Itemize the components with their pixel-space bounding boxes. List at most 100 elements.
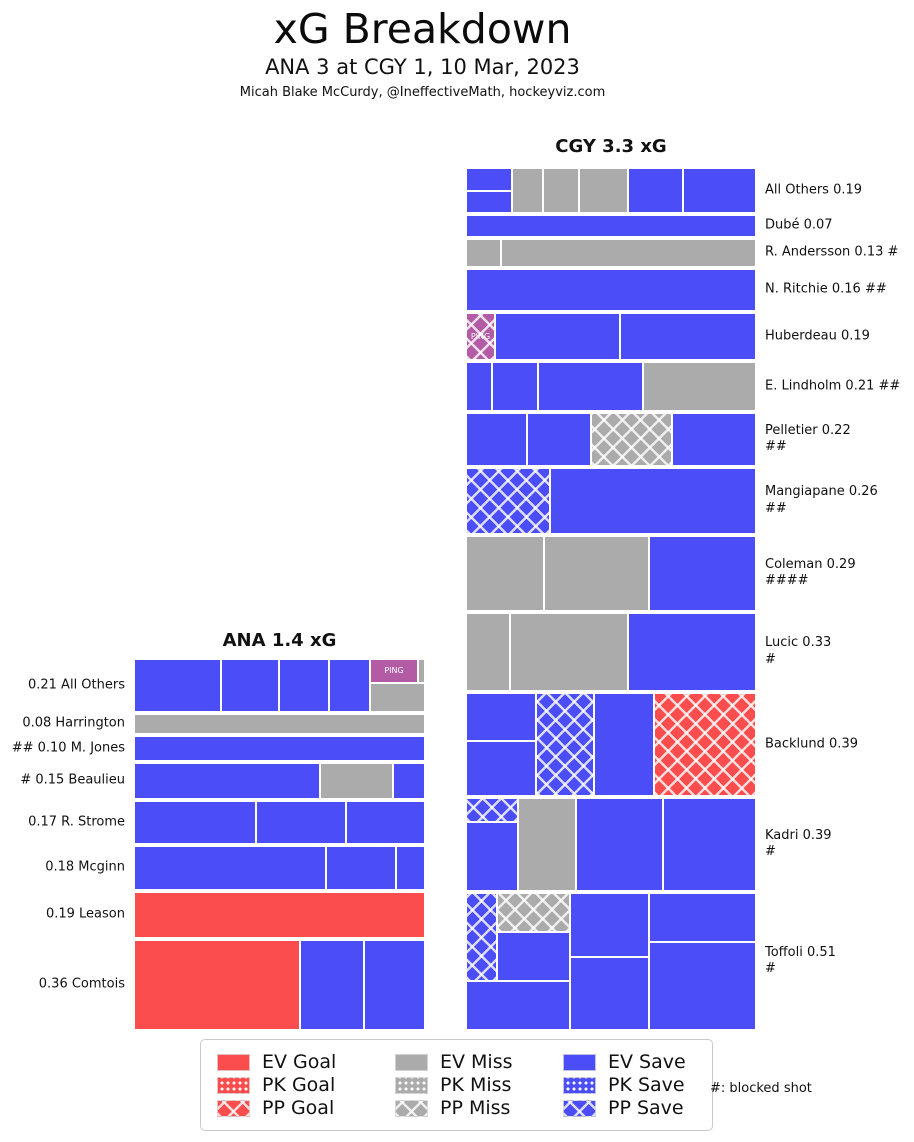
shot-cell-save bbox=[570, 957, 649, 1030]
row-cells bbox=[466, 693, 756, 796]
legend-label: PP Goal bbox=[262, 1097, 335, 1119]
shot-cell-save-cross bbox=[466, 798, 519, 823]
ana-player-row: 0.19 Leason bbox=[46, 892, 425, 938]
shot-cell-miss bbox=[509, 613, 629, 691]
row-cells bbox=[466, 893, 756, 1030]
shot-cell-save bbox=[466, 190, 512, 213]
shot-cell-miss bbox=[134, 714, 425, 734]
shot-cell-save bbox=[466, 269, 756, 311]
row-cells bbox=[466, 798, 756, 891]
shot-cell-save bbox=[466, 362, 493, 411]
player-label: Backlund 0.39 bbox=[765, 736, 858, 753]
shot-cell-save bbox=[134, 763, 321, 799]
shot-cell-save bbox=[550, 468, 756, 534]
legend-label: PK Miss bbox=[440, 1074, 512, 1096]
player-label: 0.36 Comtois bbox=[39, 977, 125, 994]
player-label: Pelletier 0.22 ## bbox=[765, 423, 851, 457]
legend-label: PP Miss bbox=[440, 1097, 511, 1119]
player-label: All Others 0.19 bbox=[765, 182, 862, 199]
player-label-line1: 0.21 All Others bbox=[27, 677, 125, 693]
legend-box: EV Goal EV Miss EV Save PK Goal PK Miss PK Sa… bbox=[200, 1039, 713, 1131]
shot-cell-miss-cross bbox=[497, 893, 571, 933]
legend-swatch-save-cross bbox=[563, 1099, 596, 1117]
shot-cell-miss bbox=[466, 239, 501, 267]
cgy-player-row: Pelletier 0.22 ## bbox=[466, 413, 851, 466]
cgy-treemap-chart: All Others 0.19 Dubé 0.07 R. Andersson 0.1… bbox=[466, 168, 900, 1032]
shot-cell-miss bbox=[466, 613, 510, 691]
player-label-line2: #### bbox=[765, 573, 809, 589]
shot-cell-save bbox=[538, 362, 643, 411]
player-label-line1: Coleman 0.29 bbox=[765, 556, 856, 572]
shot-cell-ping-cross: PING bbox=[466, 313, 495, 360]
shot-cell-save bbox=[346, 801, 425, 844]
shot-cell-save bbox=[466, 980, 571, 1030]
ana-chart-title: ANA 1.4 xG bbox=[222, 630, 337, 651]
legend-label: EV Goal bbox=[262, 1051, 337, 1073]
player-label: Dubé 0.07 bbox=[765, 218, 833, 235]
ping-label: PING bbox=[470, 332, 491, 341]
player-label: Kadri 0.39 # bbox=[765, 828, 832, 862]
legend-swatch-miss-dots bbox=[395, 1076, 428, 1094]
row-cells bbox=[134, 846, 425, 890]
player-label-line1: Huberdeau 0.19 bbox=[765, 328, 870, 344]
ana-player-row: PING 0.21 All Others bbox=[28, 659, 425, 712]
shot-cell-save bbox=[326, 846, 396, 890]
legend-label: EV Miss bbox=[440, 1051, 513, 1073]
shot-cell-save bbox=[648, 536, 756, 611]
cgy-player-row: E. Lindholm 0.21 ## bbox=[466, 362, 900, 411]
player-label-line1: R. Andersson 0.13 # bbox=[765, 244, 899, 260]
credit-line: Micah Blake McCurdy, @IneffectiveMath, h… bbox=[239, 85, 606, 101]
shot-cell-save bbox=[279, 659, 329, 712]
cgy-player-row: Toffoli 0.51 # bbox=[466, 893, 836, 1030]
shot-cell-save bbox=[648, 893, 756, 943]
cgy-player-row: N. Ritchie 0.16 ## bbox=[466, 269, 887, 311]
shot-cell-miss bbox=[642, 362, 756, 411]
shot-cell-save bbox=[466, 168, 512, 191]
legend-swatch-goal-cross bbox=[217, 1099, 250, 1117]
player-label: Lucic 0.33 # bbox=[765, 635, 831, 669]
shot-cell-save bbox=[593, 693, 655, 796]
shot-cell-save bbox=[570, 893, 649, 958]
row-cells bbox=[466, 468, 756, 534]
cell-group bbox=[497, 893, 571, 981]
player-label-line1: N. Ritchie 0.16 ## bbox=[765, 281, 887, 297]
cell-group bbox=[466, 893, 571, 1030]
row-cells bbox=[466, 239, 756, 267]
shot-cell-goal bbox=[134, 892, 425, 938]
legend-item-pk-save: PK Save bbox=[563, 1074, 698, 1096]
player-label: Huberdeau 0.19 bbox=[765, 328, 870, 345]
shot-cell-save bbox=[134, 801, 257, 844]
shot-cell-save-cross bbox=[535, 693, 594, 796]
row-cells bbox=[134, 736, 425, 761]
shot-cell-save bbox=[619, 313, 756, 360]
shot-cell-save bbox=[682, 168, 756, 213]
legend-swatch-save bbox=[563, 1053, 596, 1071]
player-label: 0.18 Mcginn bbox=[45, 860, 125, 877]
figure-title: xG Breakdown bbox=[273, 5, 572, 53]
shot-cell-goal-cross bbox=[654, 693, 756, 796]
player-label-line1: 0.36 Comtois bbox=[38, 976, 125, 992]
player-label: 0.21 All Others bbox=[28, 677, 125, 694]
blocked-shot-note: #: blocked shot bbox=[710, 1081, 812, 1096]
player-label-line2: ## bbox=[765, 439, 787, 455]
shot-cell-save bbox=[648, 942, 756, 1030]
shot-cell-save bbox=[492, 362, 539, 411]
legend-swatch-miss-cross bbox=[395, 1099, 428, 1117]
figure-header: xG Breakdown ANA 3 at CGY 1, 10 Mar, 202… bbox=[0, 5, 845, 101]
player-label-line2: # bbox=[765, 844, 776, 860]
shot-cell-save bbox=[495, 313, 620, 360]
shot-cell-miss bbox=[466, 536, 545, 611]
shot-cell-save-cross bbox=[466, 893, 498, 981]
shot-cell-miss bbox=[369, 682, 425, 712]
shot-cell-save bbox=[466, 822, 519, 891]
legend-label: PK Goal bbox=[262, 1074, 336, 1096]
row-cells: PING bbox=[466, 313, 756, 360]
player-label: Toffoli 0.51 # bbox=[765, 945, 836, 979]
player-label-line1: 0.18 Mcginn bbox=[45, 859, 125, 875]
shot-cell-save bbox=[497, 932, 571, 981]
shot-cell-miss bbox=[543, 168, 580, 213]
cell-group bbox=[466, 693, 536, 796]
player-label-line1: Lucic 0.33 bbox=[765, 635, 832, 651]
legend-item-ev-save: EV Save bbox=[563, 1051, 698, 1073]
legend-item-ev-goal: EV Goal bbox=[217, 1051, 395, 1073]
